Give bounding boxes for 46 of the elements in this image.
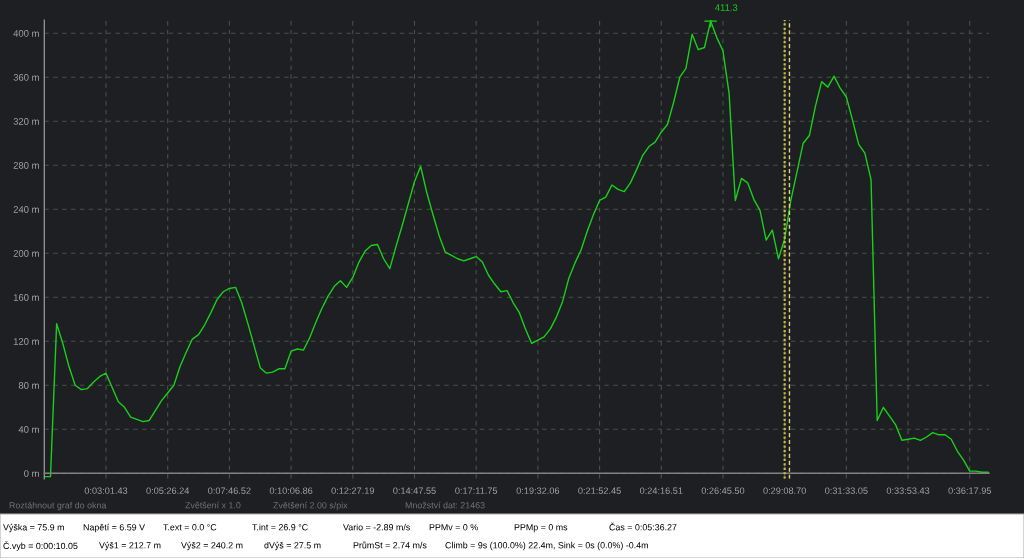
x-tick-label: 0:21:52.45 [578, 487, 621, 494]
text: 411.3 [715, 4, 738, 11]
y-tick-label: 360 m [13, 74, 39, 81]
text: Zvětšení x 1.0 [185, 501, 241, 509]
x-tick-label: 0:05:26.24 [146, 487, 190, 494]
text: Roztáhnout graf do okna [9, 501, 107, 511]
x-tick-label: 0:19:32.06 [516, 487, 560, 494]
text: Výš2 = 240.2 m [181, 541, 243, 551]
text: PPMp = 0 ms [514, 524, 568, 533]
y-tick-label: 320 m [13, 118, 39, 125]
x-tick-label: 0:10:06.86 [269, 487, 313, 494]
text: Výška = 75.9 m [3, 523, 64, 533]
x-tick-label: 0:17:11.75 [455, 487, 498, 494]
x-tick-label: 0:29:08.70 [763, 487, 806, 494]
y-tick-label: 120 m [13, 338, 39, 345]
text: Zvětšení 2.00 s/pix [273, 501, 348, 511]
text: PPMv = 0 % [429, 524, 478, 531]
x-tick-label: 0:33:53.43 [886, 487, 930, 494]
text: T.int = 26.9 °C [252, 523, 308, 531]
text: Výš1 = 212.7 m [99, 541, 161, 551]
x-tick-label: 0:14:47.55 [393, 487, 436, 494]
y-tick-label: 240 m [13, 206, 39, 213]
line-series [44, 20, 989, 478]
text: Č.vyb = 0:00:10.05 [3, 541, 78, 551]
text: Climb = 9s (100.0%) 22.4m, Sink = 0s (0.0%) -0.4m [445, 541, 648, 551]
y-tick-label: 0 m [24, 470, 39, 477]
x-tick-label: 0:03:01.43 [84, 487, 128, 494]
text: dVýš = 27.5 m [264, 541, 321, 551]
y-tick-label: 80 m [18, 382, 39, 389]
y-tick-label: 40 m [18, 426, 39, 433]
x-tick-label: 0:36:17.95 [948, 487, 992, 494]
text: Množství dat: 21463 [405, 501, 485, 509]
x-tick-label: 0:26:45.50 [701, 487, 745, 494]
x-tick-label: 0:12:27.19 [331, 487, 375, 494]
text: T.ext = 0.0 °C [163, 524, 217, 531]
x-tick-label: 0:07:46.52 [208, 487, 251, 494]
text: PrůmSt = 2.74 m/s [353, 541, 427, 549]
y-tick-label: 200 m [13, 250, 39, 257]
text: Vario = -2.89 m/s [343, 523, 410, 531]
x-tick-label: 0:24:16.51 [639, 487, 683, 494]
x-tick-label: 0:31:33.05 [825, 487, 868, 494]
y-tick-label: 400 m [13, 30, 39, 37]
text: Čas = 0:05:36.27 [609, 522, 677, 531]
y-tick-label: 280 m [13, 162, 39, 169]
text: Napětí = 6.59 V [83, 523, 145, 533]
y-tick-label: 160 m [13, 294, 39, 301]
